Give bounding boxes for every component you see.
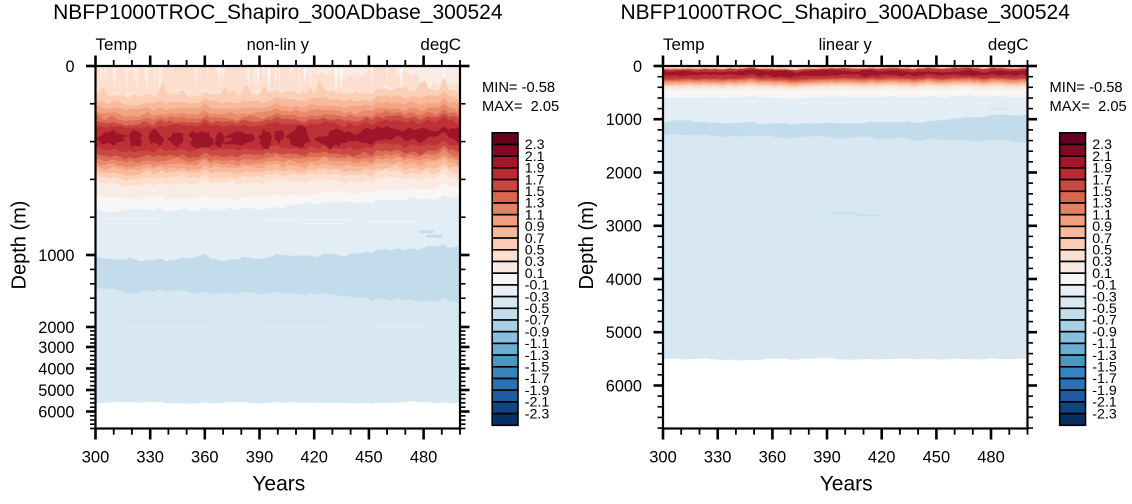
svg-text:1.3: 1.3 <box>1092 196 1112 212</box>
svg-text:-2.1: -2.1 <box>525 395 550 411</box>
svg-text:linear y: linear y <box>819 36 873 54</box>
svg-text:-2.1: -2.1 <box>1092 395 1117 411</box>
svg-text:1000: 1000 <box>606 111 642 129</box>
svg-text:0.7: 0.7 <box>525 231 545 247</box>
svg-text:300: 300 <box>649 449 677 467</box>
svg-text:3000: 3000 <box>606 218 642 236</box>
svg-text:450: 450 <box>923 449 951 467</box>
svg-text:360: 360 <box>191 449 219 467</box>
svg-text:2.1: 2.1 <box>1092 149 1112 165</box>
svg-text:360: 360 <box>759 449 787 467</box>
svg-text:0.9: 0.9 <box>1092 219 1112 235</box>
svg-text:1000: 1000 <box>38 247 74 265</box>
svg-text:-1.1: -1.1 <box>525 336 550 352</box>
svg-text:-0.3: -0.3 <box>525 289 550 305</box>
svg-text:MAX= 2.05: MAX= 2.05 <box>1050 99 1127 115</box>
svg-text:0.3: 0.3 <box>525 254 545 270</box>
svg-text:NBFP1000TROC_Shapiro_300ADbase: NBFP1000TROC_Shapiro_300ADbase_300524 <box>53 1 503 24</box>
svg-text:-1.5: -1.5 <box>525 360 550 376</box>
svg-text:2000: 2000 <box>606 164 642 182</box>
svg-text:1.9: 1.9 <box>1092 161 1112 177</box>
svg-text:1.5: 1.5 <box>1092 184 1112 200</box>
svg-text:1.1: 1.1 <box>525 207 545 223</box>
svg-text:MAX= 2.05: MAX= 2.05 <box>482 99 559 115</box>
svg-text:Depth (m): Depth (m) <box>9 201 31 290</box>
svg-text:0.1: 0.1 <box>1092 266 1112 282</box>
svg-text:4000: 4000 <box>606 271 642 289</box>
svg-text:5000: 5000 <box>38 382 74 400</box>
svg-text:degC: degC <box>420 35 461 54</box>
svg-text:0: 0 <box>633 58 642 76</box>
svg-text:1.3: 1.3 <box>525 196 545 212</box>
svg-text:390: 390 <box>813 449 841 467</box>
svg-text:Temp: Temp <box>663 35 705 54</box>
svg-text:Years: Years <box>252 473 305 496</box>
svg-text:-0.3: -0.3 <box>1092 289 1117 305</box>
svg-text:4000: 4000 <box>38 360 74 378</box>
svg-text:3000: 3000 <box>38 339 74 357</box>
svg-text:0.5: 0.5 <box>1092 243 1112 259</box>
svg-text:-1.9: -1.9 <box>525 383 550 399</box>
svg-text:1.1: 1.1 <box>1092 207 1112 223</box>
svg-text:NBFP1000TROC_Shapiro_300ADbase: NBFP1000TROC_Shapiro_300ADbase_300524 <box>620 1 1070 24</box>
svg-text:480: 480 <box>410 449 438 467</box>
svg-text:Depth (m): Depth (m) <box>576 201 598 290</box>
svg-text:degC: degC <box>988 35 1029 54</box>
svg-text:1.5: 1.5 <box>525 184 545 200</box>
svg-text:-1.9: -1.9 <box>1092 383 1117 399</box>
svg-text:300: 300 <box>82 449 110 467</box>
svg-text:2000: 2000 <box>38 319 74 337</box>
svg-text:-1.7: -1.7 <box>1092 371 1117 387</box>
svg-text:2.1: 2.1 <box>525 149 545 165</box>
svg-text:-0.5: -0.5 <box>525 301 550 317</box>
svg-text:1.7: 1.7 <box>1092 172 1112 188</box>
svg-text:-0.7: -0.7 <box>1092 313 1117 329</box>
svg-text:2.3: 2.3 <box>1092 137 1112 153</box>
svg-text:480: 480 <box>977 449 1005 467</box>
svg-text:1.7: 1.7 <box>525 172 545 188</box>
svg-text:0.7: 0.7 <box>1092 231 1112 247</box>
svg-text:5000: 5000 <box>606 324 642 342</box>
svg-text:420: 420 <box>868 449 896 467</box>
svg-text:-0.5: -0.5 <box>1092 301 1117 317</box>
svg-text:2.3: 2.3 <box>525 137 545 153</box>
svg-text:MIN= -0.58: MIN= -0.58 <box>1050 80 1123 96</box>
svg-text:-1.7: -1.7 <box>525 371 550 387</box>
svg-text:-2.3: -2.3 <box>525 406 550 422</box>
svg-text:330: 330 <box>704 449 732 467</box>
svg-text:6000: 6000 <box>38 403 74 421</box>
svg-text:-2.3: -2.3 <box>1092 406 1117 422</box>
svg-text:0.1: 0.1 <box>525 266 545 282</box>
svg-text:-1.3: -1.3 <box>525 348 550 364</box>
svg-text:-1.5: -1.5 <box>1092 360 1117 376</box>
svg-text:-0.9: -0.9 <box>1092 324 1117 340</box>
svg-text:0.3: 0.3 <box>1092 254 1112 270</box>
svg-text:0.5: 0.5 <box>525 243 545 259</box>
svg-text:-1.1: -1.1 <box>1092 336 1117 352</box>
svg-text:Temp: Temp <box>96 35 138 54</box>
svg-text:-0.1: -0.1 <box>525 278 550 294</box>
svg-text:0: 0 <box>65 58 74 76</box>
svg-text:-0.1: -0.1 <box>1092 278 1117 294</box>
svg-text:6000: 6000 <box>606 377 642 395</box>
svg-text:-0.9: -0.9 <box>525 324 550 340</box>
svg-text:-1.3: -1.3 <box>1092 348 1117 364</box>
svg-text:0.9: 0.9 <box>525 219 545 235</box>
svg-text:Years: Years <box>820 473 873 496</box>
svg-text:390: 390 <box>246 449 274 467</box>
svg-text:330: 330 <box>136 449 164 467</box>
svg-text:420: 420 <box>300 449 328 467</box>
svg-text:non-lin y: non-lin y <box>247 36 310 54</box>
svg-text:-0.7: -0.7 <box>525 313 550 329</box>
svg-text:1.9: 1.9 <box>525 161 545 177</box>
svg-text:MIN= -0.58: MIN= -0.58 <box>482 80 555 96</box>
svg-text:450: 450 <box>355 449 383 467</box>
